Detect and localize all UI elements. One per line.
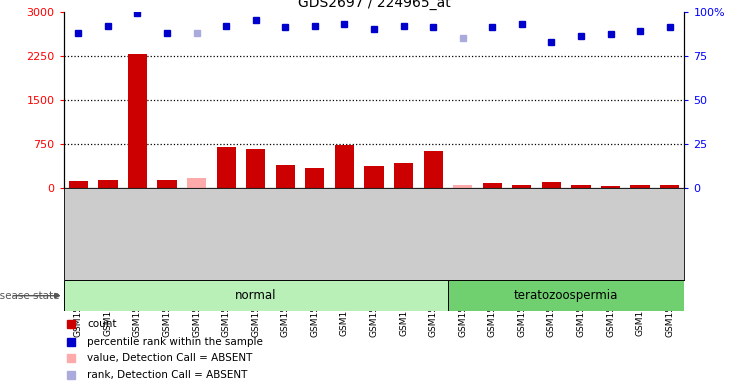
Bar [571,185,591,188]
Text: value, Detection Call = ABSENT: value, Detection Call = ABSENT [88,353,253,364]
Bar [660,185,679,188]
Bar [305,168,325,188]
Text: teratozoospermia: teratozoospermia [514,289,619,302]
Bar [187,178,206,188]
Bar [98,180,117,188]
Title: GDS2697 / 224965_at: GDS2697 / 224965_at [298,0,450,10]
Bar [512,185,531,188]
Text: disease state: disease state [0,291,60,301]
Text: percentile rank within the sample: percentile rank within the sample [88,337,263,347]
Bar [64,280,448,311]
Bar [394,163,413,188]
Bar [335,145,354,188]
Bar [453,185,472,188]
Bar [157,180,177,188]
Text: count: count [88,319,117,329]
Text: rank, Detection Call = ABSENT: rank, Detection Call = ABSENT [88,370,248,380]
Bar [482,184,502,188]
Bar [128,54,147,188]
Bar [246,149,266,188]
Bar [276,165,295,188]
Bar [364,166,384,188]
Bar [601,185,620,188]
Bar [448,280,684,311]
Bar [631,185,650,188]
Bar [217,147,236,188]
Bar [423,151,443,188]
Bar [69,180,88,188]
Text: normal: normal [235,289,277,302]
Bar [542,182,561,188]
